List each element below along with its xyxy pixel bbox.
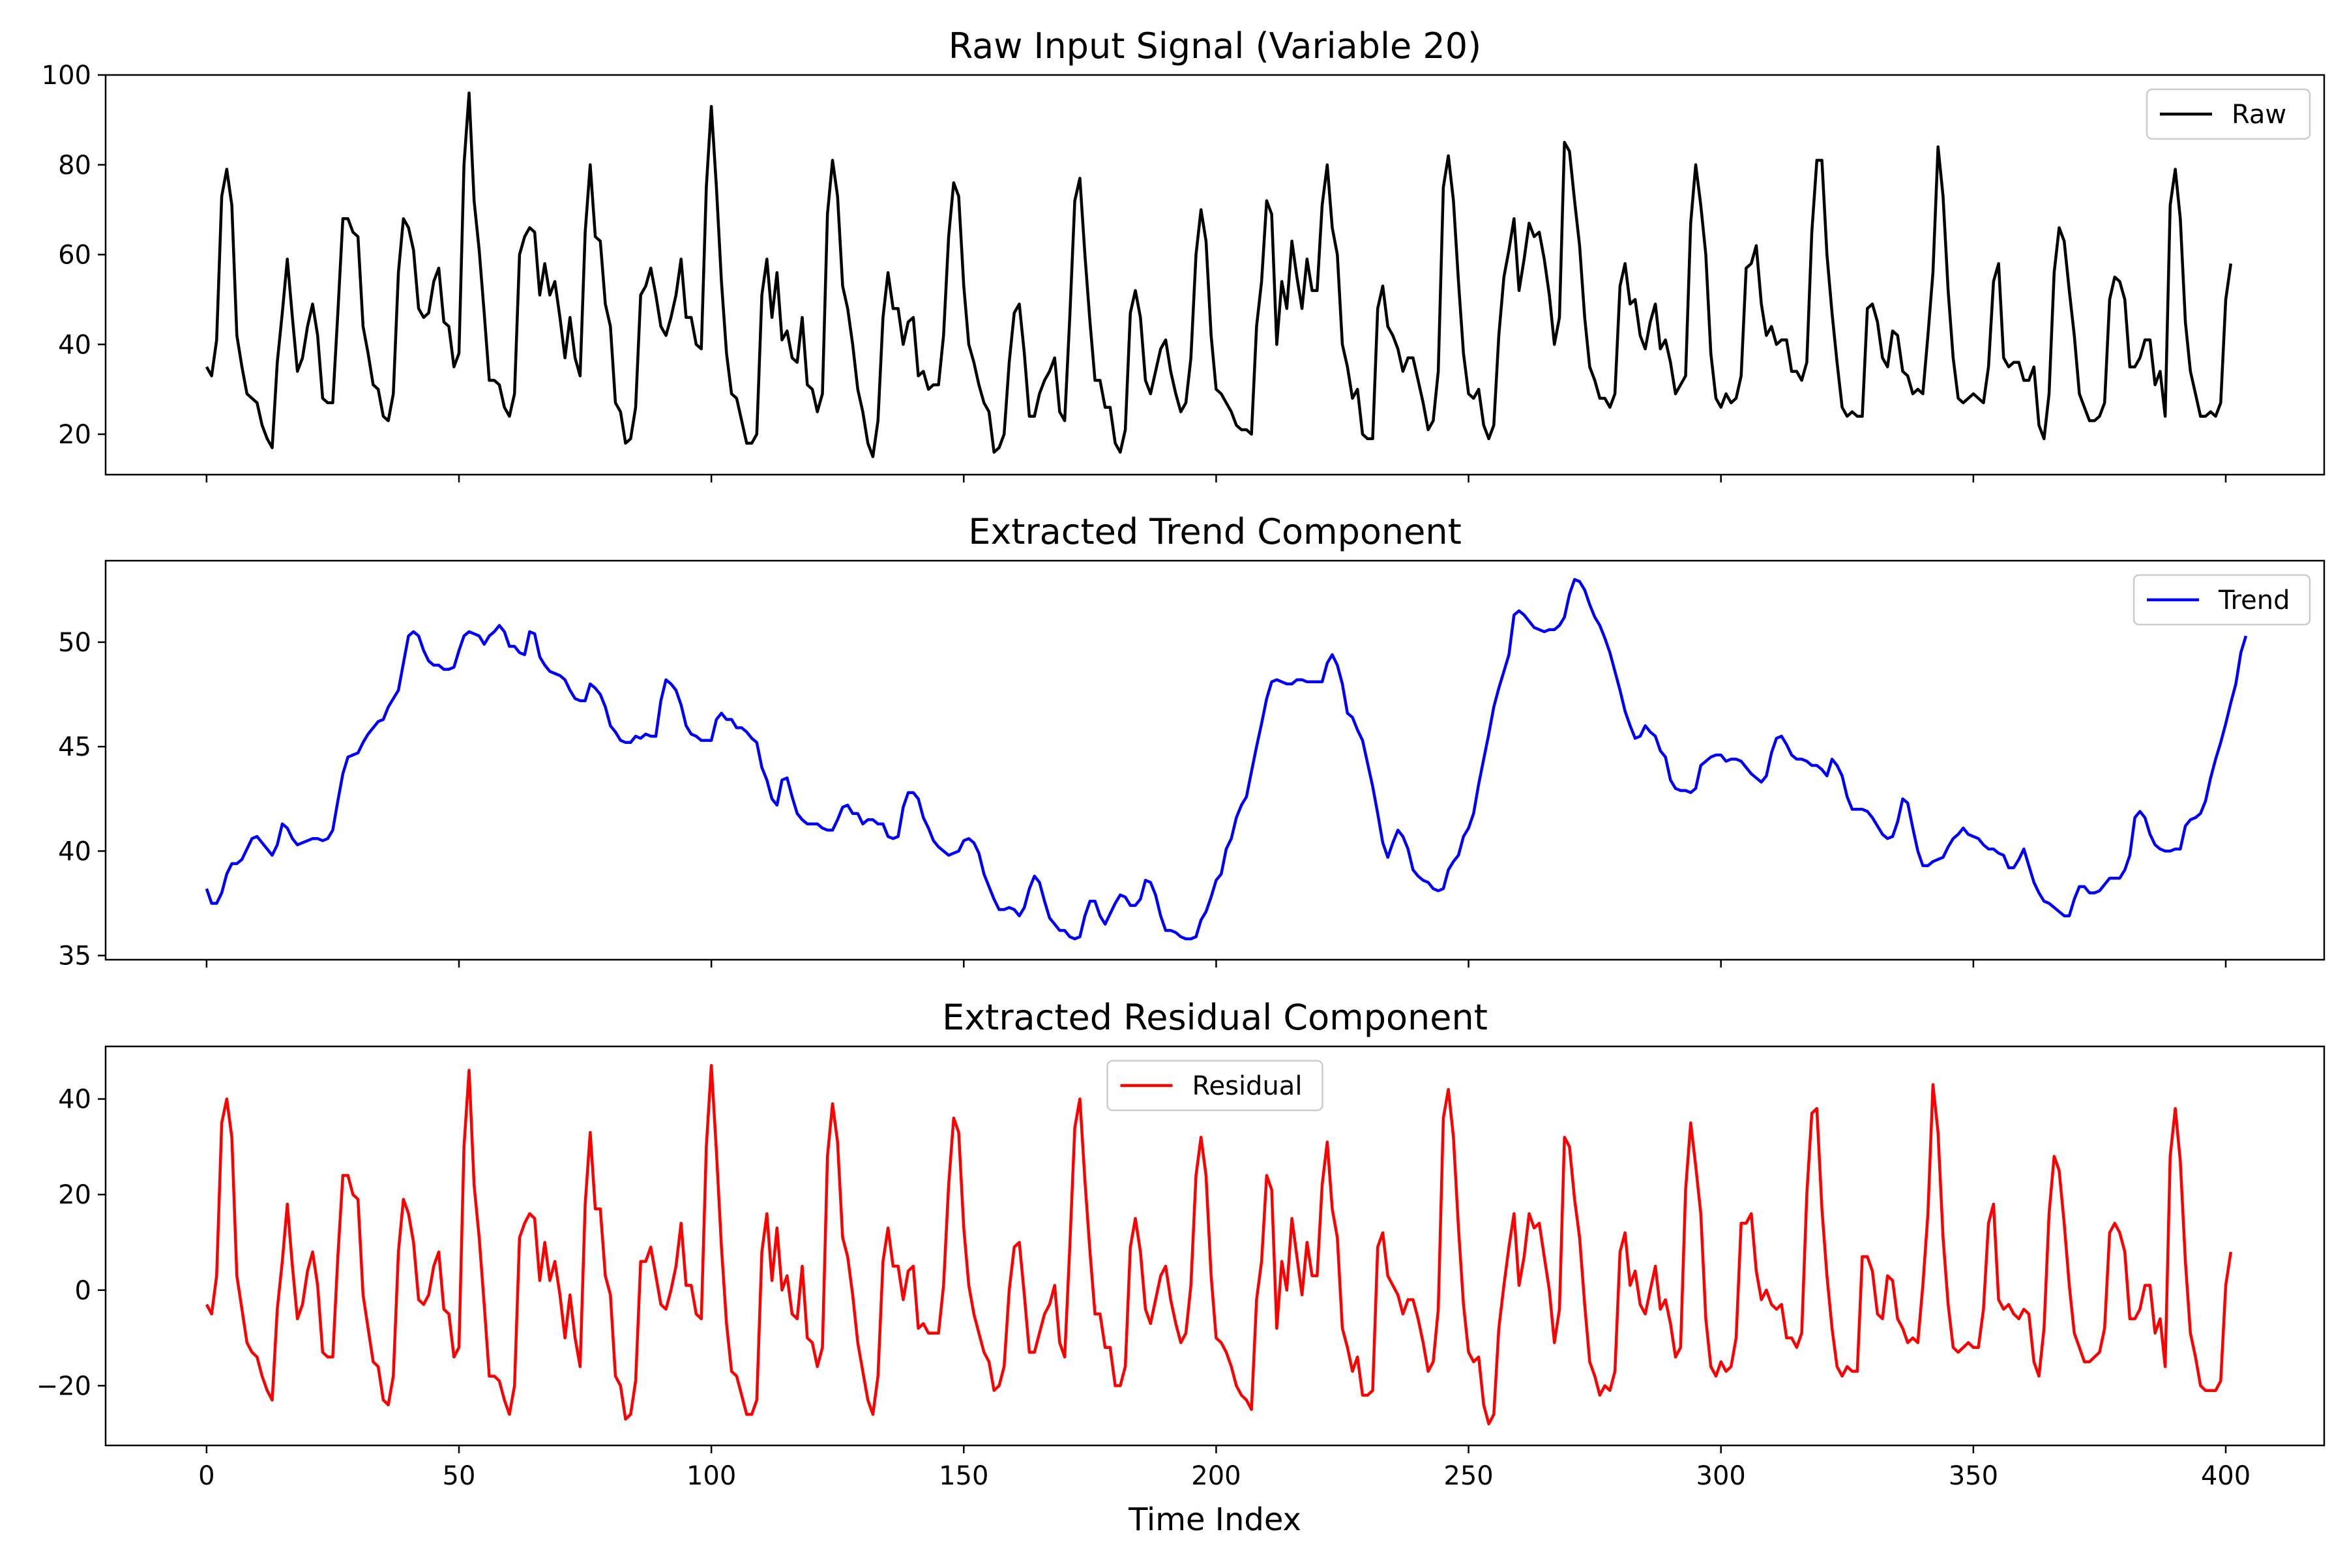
x-tick-label: 400	[2201, 1461, 2251, 1491]
y-tick-label: 100	[42, 61, 91, 91]
x-tick-label: 0	[198, 1461, 214, 1491]
x-tick-label: 250	[1443, 1461, 1493, 1491]
plot-frame-residual	[104, 1045, 2325, 1447]
series-line-trend	[205, 578, 2248, 941]
y-tick-label: 0	[75, 1276, 91, 1306]
chart-title: Extracted Trend Component	[968, 511, 1462, 552]
legend-box	[2146, 88, 2311, 140]
panel-trend: Extracted Trend Component 35 40 45 50 Trend	[58, 511, 2325, 971]
y-tick-label: 80	[58, 151, 91, 181]
y-tick-label: 20	[58, 1180, 91, 1210]
legend-box	[1106, 1059, 1323, 1112]
x-tick-label: 100	[686, 1461, 736, 1491]
legend-label: Trend	[2218, 585, 2290, 615]
y-tick-label: 60	[58, 241, 91, 271]
legend: Raw	[2146, 88, 2311, 140]
x-tick-label: 200	[1191, 1461, 1241, 1491]
plot-frame-raw	[104, 74, 2325, 476]
y-tick-label: −20	[37, 1371, 91, 1401]
y-tick-label: 50	[58, 628, 91, 658]
y-tick-label: 40	[58, 1085, 91, 1115]
plot-frame-trend	[104, 559, 2325, 961]
y-tick-label: 40	[58, 330, 91, 360]
legend-label: Raw	[2232, 100, 2286, 130]
chart-title: Raw Input Signal (Variable 20)	[949, 25, 1481, 67]
x-axis-label: Time Index	[1128, 1501, 1301, 1538]
x-tick-label: 150	[939, 1461, 988, 1491]
x-tick-label: 300	[1696, 1461, 1746, 1491]
y-tick-label: 20	[58, 420, 91, 450]
chart-title: Extracted Residual Component	[942, 997, 1488, 1038]
x-tick-label: 50	[443, 1461, 476, 1491]
panel-raw: Raw Input Signal (Variable 20) 20 40 60 80 10…	[42, 25, 2325, 482]
legend-label: Residual	[1192, 1071, 1303, 1101]
x-tick-label: 350	[1949, 1461, 1998, 1491]
y-tick-label: 40	[58, 836, 91, 866]
series-line-raw	[205, 91, 2233, 458]
legend: Residual	[1106, 1059, 1323, 1112]
series-line-residual	[205, 1064, 2233, 1426]
y-tick-label: 35	[58, 941, 91, 971]
y-tick-label: 45	[58, 732, 91, 762]
legend-box	[2133, 574, 2311, 626]
legend: Trend	[2133, 574, 2311, 626]
